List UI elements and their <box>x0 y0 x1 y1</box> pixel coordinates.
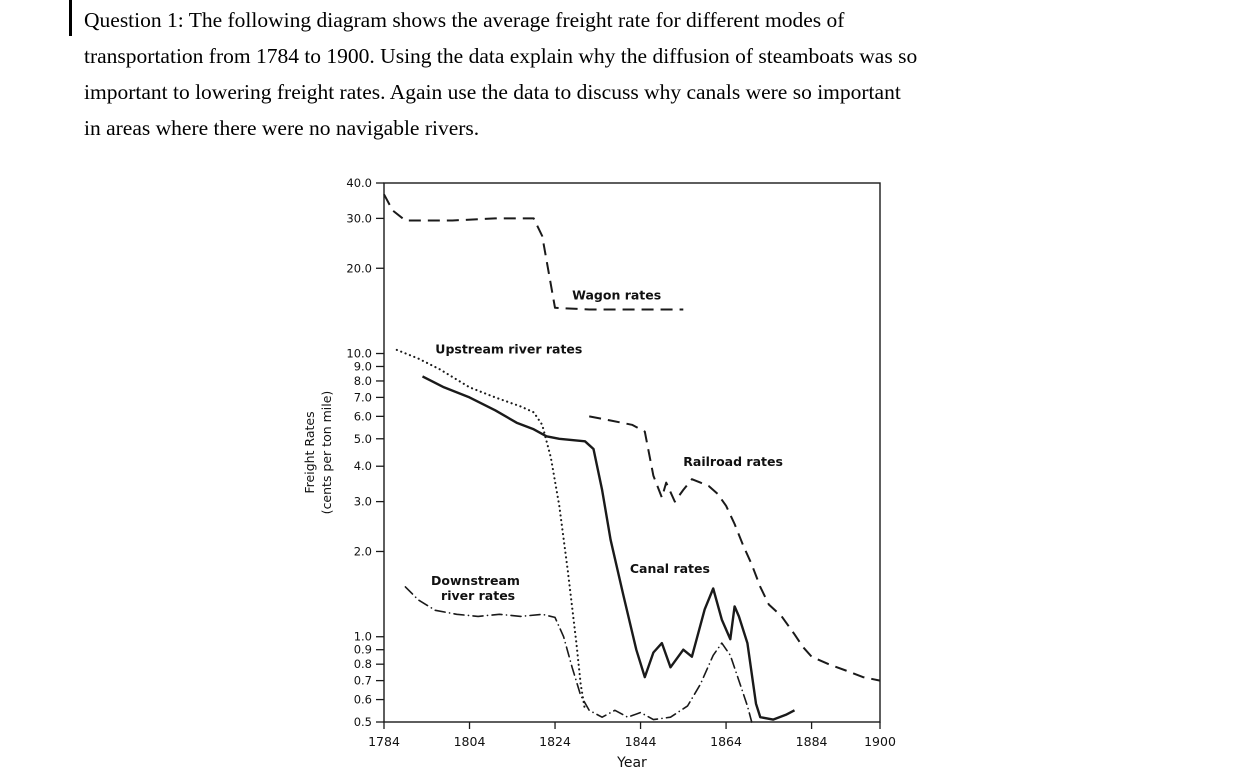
series-canal-rates <box>421 375 796 721</box>
svg-text:7.0: 7.0 <box>354 390 372 404</box>
svg-text:8.0: 8.0 <box>354 374 372 388</box>
question-text: Question 1: The following diagram shows … <box>84 2 1169 146</box>
question-line: in areas where there were no navigable r… <box>84 116 480 140</box>
svg-text:1824: 1824 <box>539 734 571 749</box>
svg-text:1844: 1844 <box>625 734 657 749</box>
svg-text:30.0: 30.0 <box>346 211 372 225</box>
svg-text:4.0: 4.0 <box>354 459 372 473</box>
svg-text:10.0: 10.0 <box>346 347 372 361</box>
svg-text:1884: 1884 <box>796 734 828 749</box>
svg-text:5.0: 5.0 <box>354 432 372 446</box>
chart-region: 0.5 0.6 0.7 0.8 0.9 1.0 2.0 3.0 4.0 5.0 6.0 7.0 8.0 9… <box>296 163 921 775</box>
svg-text:1784: 1784 <box>368 734 400 749</box>
svg-text:9.0: 9.0 <box>354 359 372 373</box>
text-cursor <box>69 0 72 36</box>
svg-text:6.0: 6.0 <box>354 409 372 423</box>
series-upstream-river-rates <box>395 348 587 712</box>
svg-text:0.8: 0.8 <box>354 657 372 671</box>
svg-text:0.7: 0.7 <box>354 674 372 688</box>
svg-text:20.0: 20.0 <box>346 261 372 275</box>
svg-text:0.9: 0.9 <box>354 643 372 657</box>
series-label: Downstream river rates <box>431 573 520 603</box>
series-downstream-river-rates <box>404 586 753 723</box>
svg-text:0.6: 0.6 <box>354 693 372 707</box>
y-axis-title: Freight Rates <box>302 411 317 493</box>
svg-text:1864: 1864 <box>710 734 742 749</box>
x-axis-title: Year <box>616 755 647 771</box>
series-label: Railroad rates <box>683 454 783 469</box>
series-label: Wagon rates <box>572 288 661 303</box>
question-line: important to lowering freight rates. Aga… <box>84 80 901 104</box>
y-axis-title: (cents per ton mile) <box>319 391 334 515</box>
svg-text:2.0: 2.0 <box>354 544 372 558</box>
question-line: Question 1: The following diagram shows … <box>84 8 845 32</box>
svg-text:1804: 1804 <box>454 734 486 749</box>
series-label: Upstream river rates <box>435 342 582 357</box>
svg-text:0.5: 0.5 <box>354 715 372 729</box>
svg-text:40.0: 40.0 <box>346 176 372 190</box>
series-wagon-rates <box>383 193 684 311</box>
series-label: Canal rates <box>630 561 710 576</box>
svg-text:1900: 1900 <box>864 734 896 749</box>
freight-rate-chart: 0.5 0.6 0.7 0.80.91.0 2.0 3.0 4.0 5.0 6.0 7.0 8.09… <box>302 176 896 771</box>
svg-text:3.0: 3.0 <box>354 495 372 509</box>
question-line: transportation from 1784 to 1900. Using … <box>84 44 918 68</box>
svg-text:1.0: 1.0 <box>354 630 372 644</box>
series-railroad-rates <box>589 415 881 682</box>
